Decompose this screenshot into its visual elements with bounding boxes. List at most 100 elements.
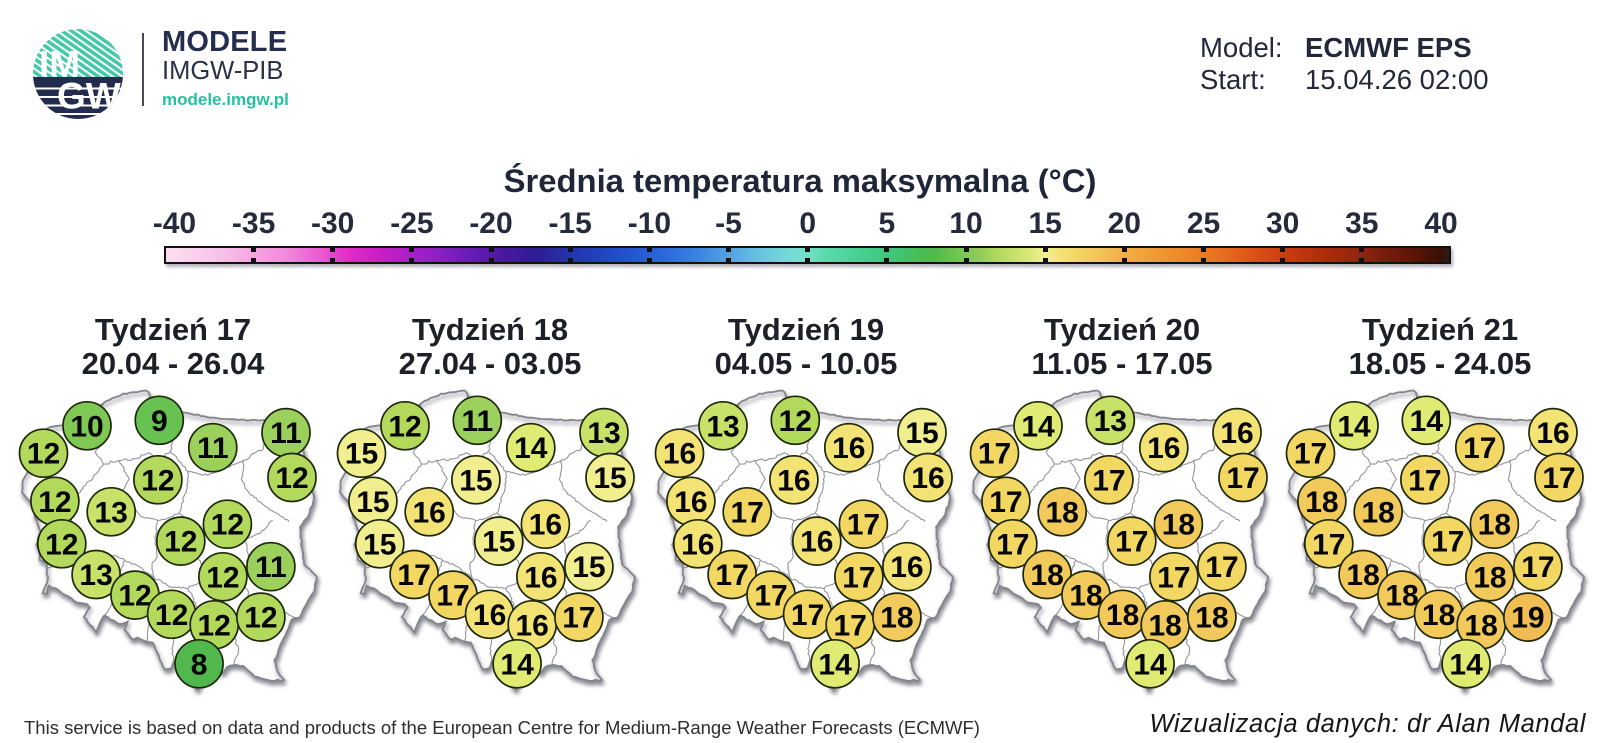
svg-text:12: 12 [206, 561, 239, 594]
svg-text:12: 12 [779, 405, 812, 438]
svg-text:17: 17 [834, 609, 867, 642]
svg-text:17: 17 [847, 509, 880, 542]
svg-text:18: 18 [1422, 599, 1455, 632]
svg-text:17: 17 [978, 438, 1011, 471]
svg-text:14: 14 [1410, 405, 1444, 438]
svg-text:12: 12 [45, 528, 78, 561]
svg-text:17: 17 [1463, 432, 1496, 465]
svg-text:16: 16 [473, 599, 506, 632]
svg-text:12: 12 [38, 486, 71, 519]
svg-text:18: 18 [1149, 609, 1182, 642]
svg-text:15: 15 [593, 462, 626, 495]
svg-text:12: 12 [164, 526, 197, 559]
svg-text:8: 8 [191, 648, 208, 681]
svg-text:16: 16 [413, 496, 446, 529]
svg-text:17: 17 [397, 559, 430, 592]
svg-text:18: 18 [1195, 602, 1228, 635]
svg-text:10: 10 [70, 410, 103, 443]
svg-text:16: 16 [663, 438, 696, 471]
svg-text:15: 15 [482, 526, 515, 559]
svg-text:16: 16 [1147, 432, 1180, 465]
svg-text:12: 12 [141, 464, 174, 497]
svg-text:17: 17 [436, 580, 469, 613]
svg-text:18: 18 [1162, 509, 1195, 542]
svg-text:16: 16 [524, 561, 557, 594]
svg-text:12: 12 [27, 438, 60, 471]
svg-text:9: 9 [151, 405, 168, 438]
svg-text:14: 14 [514, 432, 548, 465]
svg-text:16: 16 [1536, 417, 1569, 450]
svg-text:18: 18 [1473, 561, 1506, 594]
svg-text:14: 14 [1337, 410, 1371, 443]
svg-text:16: 16 [832, 432, 865, 465]
svg-text:19: 19 [1511, 602, 1544, 635]
svg-text:14: 14 [1133, 648, 1167, 681]
svg-text:18: 18 [1465, 609, 1498, 642]
svg-text:12: 12 [155, 599, 188, 632]
svg-text:17: 17 [989, 486, 1022, 519]
svg-text:15: 15 [572, 551, 605, 584]
svg-text:17: 17 [1431, 526, 1464, 559]
svg-text:11: 11 [461, 405, 493, 438]
svg-text:18: 18 [1030, 559, 1063, 592]
svg-text:16: 16 [529, 509, 562, 542]
svg-text:17: 17 [1312, 528, 1345, 561]
svg-text:12: 12 [211, 509, 244, 542]
svg-text:13: 13 [706, 410, 739, 443]
svg-text:18: 18 [1106, 599, 1139, 632]
svg-text:17: 17 [715, 559, 748, 592]
svg-text:16: 16 [1220, 417, 1253, 450]
svg-text:16: 16 [800, 526, 833, 559]
svg-text:17: 17 [1157, 561, 1190, 594]
svg-text:18: 18 [1478, 509, 1511, 542]
svg-text:16: 16 [777, 464, 810, 497]
svg-text:15: 15 [459, 464, 492, 497]
svg-text:12: 12 [388, 410, 421, 443]
svg-text:16: 16 [516, 609, 549, 642]
svg-text:17: 17 [754, 580, 787, 613]
svg-text:15: 15 [363, 528, 396, 561]
svg-text:17: 17 [1521, 551, 1554, 584]
svg-text:17: 17 [731, 496, 764, 529]
svg-text:18: 18 [1362, 496, 1395, 529]
svg-text:13: 13 [79, 559, 112, 592]
svg-text:11: 11 [197, 432, 229, 465]
svg-text:17: 17 [842, 561, 875, 594]
svg-text:14: 14 [500, 648, 534, 681]
svg-text:14: 14 [1021, 410, 1055, 443]
svg-text:17: 17 [1294, 438, 1327, 471]
svg-text:18: 18 [1046, 496, 1079, 529]
svg-text:17: 17 [1408, 464, 1441, 497]
svg-text:17: 17 [1226, 462, 1259, 495]
svg-text:16: 16 [911, 462, 944, 495]
svg-text:15: 15 [345, 438, 378, 471]
svg-text:15: 15 [905, 417, 938, 450]
svg-text:12: 12 [118, 580, 151, 613]
svg-text:17: 17 [1542, 462, 1575, 495]
svg-text:17: 17 [562, 602, 595, 635]
svg-text:17: 17 [1092, 464, 1125, 497]
svg-text:GW: GW [57, 76, 121, 117]
svg-text:12: 12 [198, 609, 231, 642]
svg-text:18: 18 [1305, 486, 1338, 519]
svg-text:13: 13 [587, 417, 620, 450]
svg-text:11: 11 [270, 417, 302, 450]
svg-text:16: 16 [674, 486, 707, 519]
svg-text:18: 18 [1385, 580, 1418, 613]
svg-text:17: 17 [1205, 551, 1238, 584]
svg-text:14: 14 [1449, 648, 1483, 681]
svg-text:16: 16 [890, 551, 923, 584]
svg-text:IM: IM [39, 44, 80, 85]
svg-text:12: 12 [275, 462, 308, 495]
svg-text:13: 13 [1094, 405, 1127, 438]
svg-text:11: 11 [255, 551, 287, 584]
svg-text:15: 15 [356, 486, 389, 519]
svg-text:17: 17 [996, 528, 1029, 561]
svg-text:14: 14 [818, 648, 852, 681]
svg-text:18: 18 [1346, 559, 1379, 592]
svg-text:13: 13 [95, 496, 128, 529]
svg-text:18: 18 [880, 602, 913, 635]
svg-text:16: 16 [681, 528, 714, 561]
svg-text:17: 17 [791, 599, 824, 632]
svg-text:12: 12 [244, 602, 277, 635]
